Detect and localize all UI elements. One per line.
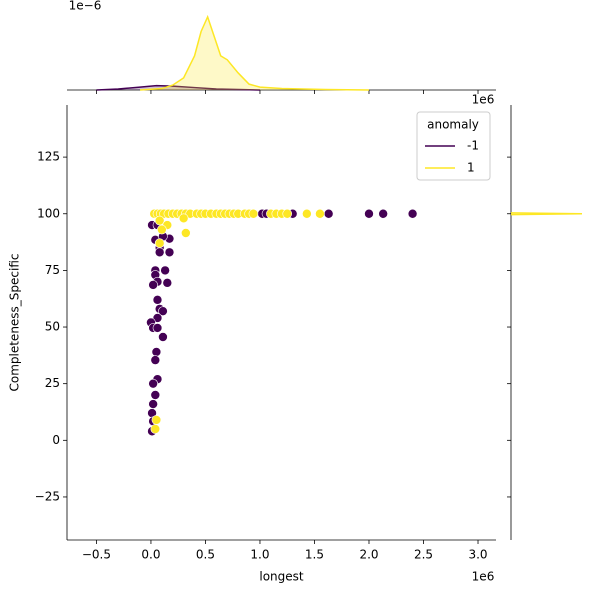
x-offset-label: 1e6 xyxy=(472,570,495,584)
legend-label: -1 xyxy=(467,139,479,153)
y-tick-label: 125 xyxy=(37,150,60,164)
x-tick-label: −0.5 xyxy=(82,548,111,562)
point xyxy=(148,378,158,389)
point xyxy=(152,323,163,333)
x-tick-label: 1.5 xyxy=(305,548,324,562)
y-offset-label: 1e−6 xyxy=(69,0,102,13)
x-tick-label: 2.0 xyxy=(359,548,378,562)
point xyxy=(407,208,418,219)
point xyxy=(150,390,161,400)
x-axis-label: longest xyxy=(259,570,304,584)
point xyxy=(158,306,168,316)
point xyxy=(162,278,173,288)
point xyxy=(151,415,162,425)
kde-fill xyxy=(140,16,369,90)
point xyxy=(152,313,163,323)
point xyxy=(364,208,374,219)
point xyxy=(248,208,259,219)
point xyxy=(148,399,158,409)
x-tick-label: 0.5 xyxy=(196,548,215,562)
x-tick-label: 2.5 xyxy=(414,548,433,562)
point xyxy=(323,208,334,219)
x-tick-label: 0.0 xyxy=(141,548,160,562)
point xyxy=(164,247,175,258)
kde-line xyxy=(139,14,369,91)
point xyxy=(160,265,170,276)
point xyxy=(282,208,293,219)
y-tick-label: 75 xyxy=(45,263,60,277)
legend-title: anomaly xyxy=(427,118,479,132)
point xyxy=(148,280,158,290)
point xyxy=(158,332,168,342)
x-offset-label: 1e6 xyxy=(472,93,495,107)
x-tick-label: 3.0 xyxy=(468,548,487,562)
point xyxy=(154,247,165,258)
y-tick-label: 50 xyxy=(45,320,60,334)
y-tick-label: 0 xyxy=(52,433,60,447)
point xyxy=(315,208,325,219)
point xyxy=(157,224,167,235)
point xyxy=(378,208,388,219)
point xyxy=(154,215,165,226)
y-tick-label: 100 xyxy=(37,206,60,220)
point xyxy=(181,228,191,238)
y-axis-label: Completeness_Specific xyxy=(8,253,22,391)
x-tick-label: 1.0 xyxy=(250,548,269,562)
y-tick-label: −25 xyxy=(35,489,60,503)
point xyxy=(152,295,163,305)
kde-fill xyxy=(96,85,260,90)
point xyxy=(154,238,165,249)
point xyxy=(150,424,161,434)
point xyxy=(151,347,162,357)
point xyxy=(150,355,161,365)
point xyxy=(178,213,189,224)
kde-line xyxy=(96,84,260,91)
kde-line xyxy=(510,212,583,216)
y-tick-label: 25 xyxy=(45,376,60,390)
legend-label: 1 xyxy=(467,161,475,175)
point xyxy=(302,208,312,219)
